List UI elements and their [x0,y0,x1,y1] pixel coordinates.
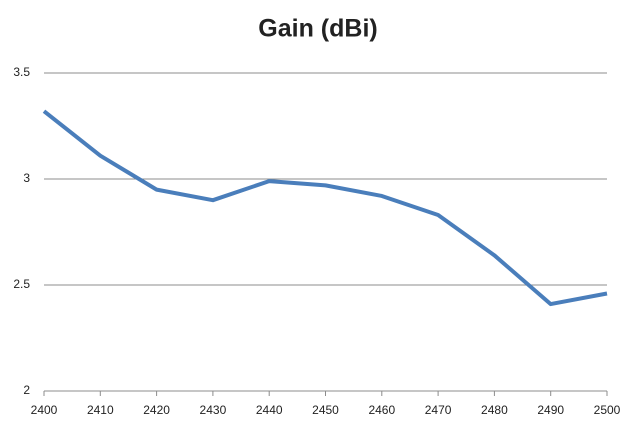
y-tick-label: 2.5 [13,277,30,291]
y-tick-label: 2 [23,383,30,397]
x-tick-label: 2440 [256,403,283,417]
x-tick-label: 2470 [425,403,452,417]
x-tick-label: 2450 [312,403,339,417]
y-tick-label: 3 [23,171,30,185]
x-tick-label: 2460 [368,403,395,417]
x-tick-label: 2420 [143,403,170,417]
x-tick-label: 2410 [87,403,114,417]
x-tick-label: 2500 [594,403,621,417]
x-tick-label: 2490 [537,403,564,417]
y-tick-label: 3.5 [13,65,30,79]
chart-title: Gain (dBi) [258,15,377,43]
x-tick-label: 2430 [200,403,227,417]
data-line [42,109,608,307]
x-tick-label: 2400 [31,403,58,417]
x-tick-label: 2480 [481,403,508,417]
